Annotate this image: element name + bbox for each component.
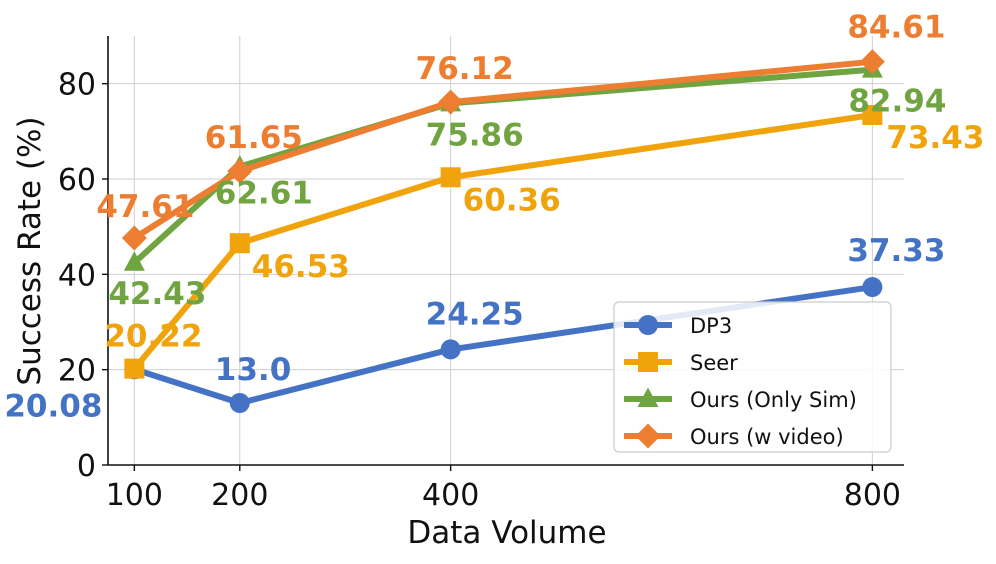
y-axis-title: Success Rate (%): [12, 116, 48, 385]
x-tick-label: 200: [211, 478, 268, 513]
series-line: [132, 112, 873, 371]
data-label: 20.08: [4, 388, 102, 424]
data-label: 62.61: [215, 176, 313, 212]
x-axis-title: Data Volume: [407, 515, 606, 551]
data-point: [862, 104, 883, 125]
data-point: [229, 393, 250, 414]
data-point: [229, 233, 250, 254]
data-label: 42.43: [108, 276, 206, 312]
data-label: 76.12: [416, 51, 514, 87]
data-label: 82.94: [848, 84, 946, 120]
data-label: 24.25: [426, 296, 524, 332]
legend: DP3 Seer Ours (Only Sim) Ours (w video): [613, 301, 892, 453]
legend-box: [613, 301, 892, 453]
legend-swatch-marker: [637, 387, 659, 407]
data-point: [440, 167, 461, 188]
data-label: 47.61: [96, 189, 194, 225]
series-line: [132, 58, 873, 241]
y-tick-label: 20: [58, 354, 96, 389]
data-label: 75.86: [426, 117, 524, 153]
x-tick-label: 800: [844, 478, 901, 513]
x-tick-label: 100: [106, 478, 163, 513]
data-point: [438, 89, 464, 115]
data-point: [859, 49, 885, 75]
legend-label: Ours (Only Sim): [690, 388, 857, 412]
data-label: 60.36: [463, 182, 561, 218]
legend-swatch-marker: [638, 352, 658, 372]
legend-label: Ours (w video): [690, 425, 844, 449]
data-label: 20.22: [104, 319, 202, 355]
y-tick-label: 60: [58, 163, 96, 198]
data-labels: 20.08 13.0 24.25 37.33 20.22 46.53 60.36 73.43 4…: [4, 10, 984, 425]
data-label: 73.43: [886, 120, 984, 156]
legend-swatch-marker: [638, 315, 658, 335]
y-tick-label: 0: [77, 449, 96, 484]
data-label: 46.53: [252, 249, 350, 285]
y-tick-label: 40: [58, 258, 96, 293]
data-point: [124, 358, 145, 379]
legend-label: Seer: [690, 351, 738, 375]
data-point: [440, 339, 461, 360]
data-label: 37.33: [847, 233, 945, 269]
data-label: 84.61: [847, 10, 945, 46]
data-point: [123, 251, 145, 271]
legend-swatch-marker: [635, 423, 661, 449]
data-label: 13.0: [215, 352, 292, 388]
legend-label: DP3: [690, 314, 732, 338]
tick-labels: 100 200 400 800 0 20 40 60 80: [58, 68, 901, 513]
axes: [107, 36, 904, 466]
data-point: [121, 225, 147, 251]
data-label: 61.65: [205, 120, 303, 156]
data-point: [227, 158, 253, 184]
x-tick-label: 400: [422, 478, 479, 513]
data-point: [862, 277, 883, 298]
y-tick-label: 80: [58, 68, 96, 103]
